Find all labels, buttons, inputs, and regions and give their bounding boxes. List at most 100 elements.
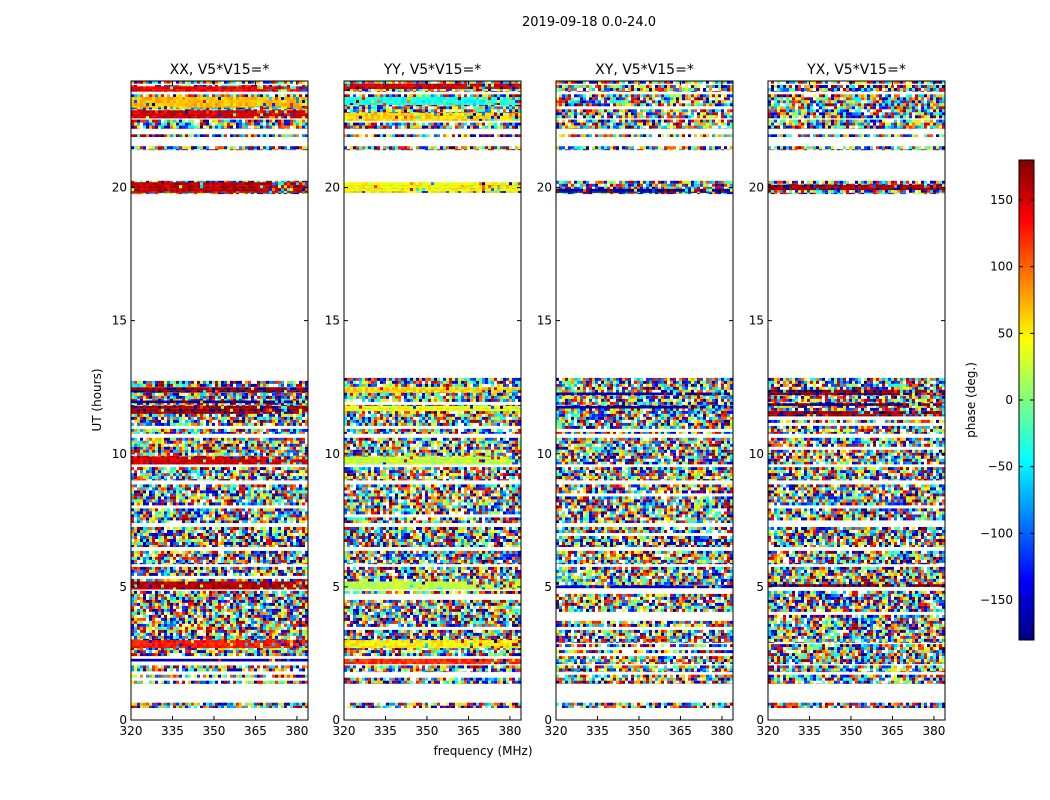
coherent-band-4 xyxy=(768,411,945,417)
data-row-8 xyxy=(344,527,521,547)
y-tick-label: 15 xyxy=(325,314,340,328)
colorbar-tick-label: −50 xyxy=(988,460,1013,474)
panel-4: YX, V5*V15=* 320 335 350 365 380 0 5 10 15 20 xyxy=(749,62,946,738)
data-row-1 xyxy=(131,702,308,708)
y-tick-label: 15 xyxy=(749,314,764,328)
data-row-5 xyxy=(768,590,945,643)
coherent-band-7 xyxy=(131,405,308,414)
panel-title: YX, V5*V15=* xyxy=(806,62,906,78)
colorbar-tick-label: −150 xyxy=(980,593,1013,607)
data-row-18 xyxy=(768,85,945,92)
x-tick-label: 380 xyxy=(710,724,733,738)
data-row-5 xyxy=(556,593,733,643)
coherent-band-8 xyxy=(131,456,308,465)
data-row-7 xyxy=(768,550,945,565)
coherent-band-2 xyxy=(344,83,521,89)
coherent-band-5 xyxy=(344,387,521,393)
coherent-band-11 xyxy=(131,658,308,662)
data-row-16 xyxy=(556,119,733,129)
data-row-7 xyxy=(556,550,733,565)
data-row-2 xyxy=(768,674,945,684)
data-row-3 xyxy=(768,665,945,673)
coherent-band-10 xyxy=(344,658,521,665)
panel-2: YY, V5*V15=* 320 335 350 365 380 0 5 10 15 20 xyxy=(325,62,522,738)
data-row-16 xyxy=(344,122,521,129)
coherent-band-3 xyxy=(556,405,733,409)
coherent-band-4 xyxy=(556,585,733,589)
data-row-8 xyxy=(768,527,945,547)
heatmap-cells xyxy=(131,81,308,708)
data-row-6 xyxy=(556,566,733,587)
data-row-8 xyxy=(556,527,733,547)
data-row-11 xyxy=(556,437,733,465)
heatmap-cells xyxy=(768,81,945,708)
data-row-9 xyxy=(131,484,308,523)
data-row-15 xyxy=(559,134,733,137)
x-tick-label: 365 xyxy=(669,724,692,738)
y-tick-label: 20 xyxy=(537,181,552,195)
y-tick-label: 0 xyxy=(756,713,764,727)
y-tick-label: 10 xyxy=(749,447,764,461)
data-row-11 xyxy=(768,437,945,465)
colorbar-label: phase (deg.) xyxy=(964,362,978,438)
data-row-9 xyxy=(556,484,733,523)
data-row-10 xyxy=(344,467,521,481)
y-tick-label: 10 xyxy=(537,447,552,461)
y-axis-label: UT (hours) xyxy=(90,368,104,431)
y-tick-label: 5 xyxy=(544,580,552,594)
coherent-band-10 xyxy=(131,640,308,649)
x-tick-label: 335 xyxy=(586,724,609,738)
y-tick-label: 15 xyxy=(112,314,127,328)
coherent-band-2 xyxy=(131,97,308,108)
x-tick-label: 335 xyxy=(161,724,184,738)
x-tick-label: 380 xyxy=(922,724,945,738)
x-tick-label: 365 xyxy=(457,724,480,738)
panel-title: XY, V5*V15=* xyxy=(595,62,694,78)
y-tick-label: 15 xyxy=(537,314,552,328)
data-row-10 xyxy=(768,467,945,481)
heatmap-cells xyxy=(556,81,733,708)
x-tick-label: 380 xyxy=(285,724,308,738)
x-tick-label: 320 xyxy=(757,724,780,738)
data-row-16 xyxy=(131,119,308,129)
data-row-4 xyxy=(556,644,733,665)
coherent-band-7 xyxy=(344,456,521,465)
y-tick-label: 0 xyxy=(119,713,127,727)
coherent-band-5 xyxy=(768,584,945,587)
data-row-17 xyxy=(768,94,945,119)
panel-frame xyxy=(343,80,522,721)
data-row-14 xyxy=(768,146,945,151)
data-row-19 xyxy=(344,81,521,84)
data-row-3 xyxy=(556,665,733,673)
y-tick-label: 5 xyxy=(119,580,127,594)
data-row-5 xyxy=(131,590,308,643)
coherent-band-1 xyxy=(131,110,308,119)
coherent-band-9 xyxy=(131,581,308,590)
panel-frame xyxy=(767,80,946,721)
x-tick-label: 365 xyxy=(881,724,904,738)
y-tick-label: 0 xyxy=(332,713,340,727)
data-row-19 xyxy=(556,81,733,84)
data-row-1 xyxy=(347,702,521,708)
x-tick-label: 350 xyxy=(416,724,439,738)
figure-suptitle: 2019-09-18 0.0-24.0 xyxy=(522,15,656,30)
data-row-10 xyxy=(131,467,308,481)
x-tick-label: 350 xyxy=(840,724,863,738)
data-row-14 xyxy=(131,146,308,151)
coherent-band-2 xyxy=(768,389,945,396)
y-tick-label: 10 xyxy=(112,447,127,461)
panel-title: XX, V5*V15=* xyxy=(170,62,270,78)
colorbar-tick-label: 100 xyxy=(990,260,1013,274)
data-row-15 xyxy=(131,134,308,137)
colorbar-tick-label: 150 xyxy=(990,193,1013,207)
data-row-9 xyxy=(768,484,945,521)
data-row-2 xyxy=(344,677,521,684)
panel-1: XX, V5*V15=* 320 335 350 365 380 0 5 10 15 20 xyxy=(112,62,309,738)
x-tick-label: 350 xyxy=(628,724,651,738)
y-tick-label: 0 xyxy=(544,713,552,727)
coherent-band-9 xyxy=(344,640,521,649)
y-tick-label: 5 xyxy=(332,580,340,594)
colorbar-tick-label: −100 xyxy=(980,526,1013,540)
coherent-band-3 xyxy=(768,403,945,406)
y-tick-label: 20 xyxy=(112,181,127,195)
